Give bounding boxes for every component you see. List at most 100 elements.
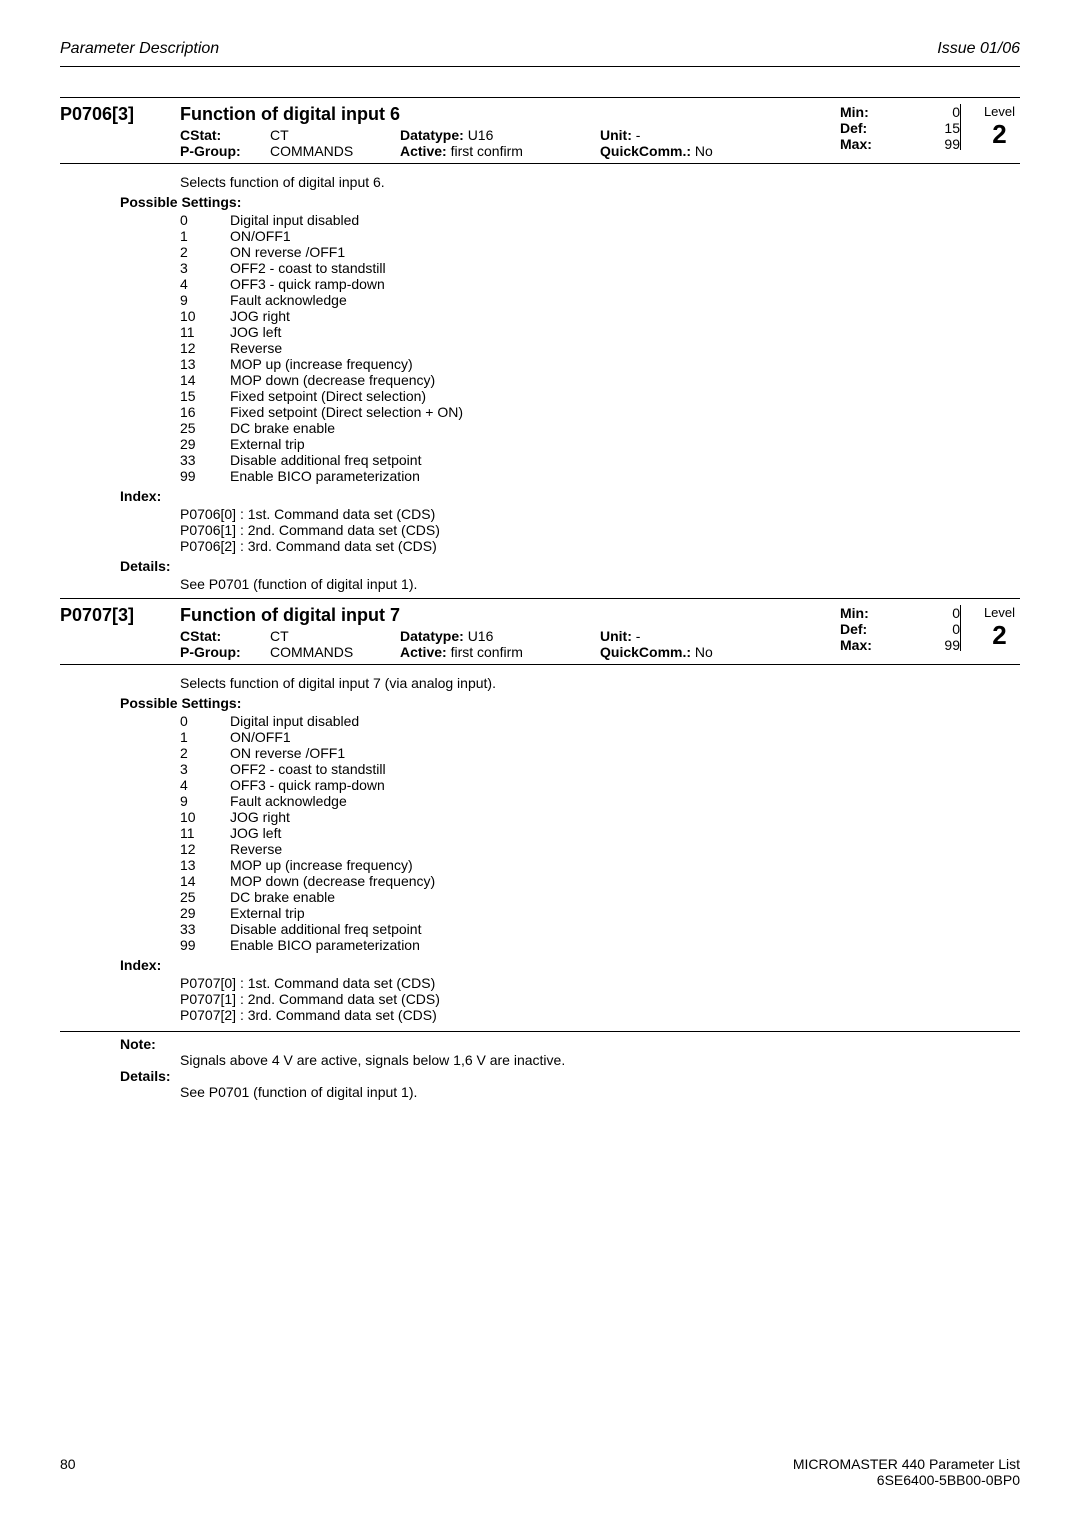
note-text: Signals above 4 V are active, signals be… [180, 1052, 1020, 1068]
setting-code: 14 [180, 873, 230, 889]
setting-row: 13MOP up (increase frequency) [180, 857, 1020, 873]
setting-row: 12Reverse [180, 841, 1020, 857]
setting-code: 29 [180, 905, 230, 921]
param-desc: Selects function of digital input 6. [180, 174, 1020, 190]
setting-desc: OFF3 - quick ramp-down [230, 276, 1020, 292]
setting-row: 15Fixed setpoint (Direct selection) [180, 388, 1020, 404]
setting-code: 0 [180, 212, 230, 228]
note-label: Note: [120, 1036, 1020, 1052]
index-row: P0706[2] : 3rd. Command data set (CDS) [180, 538, 1020, 554]
setting-desc: Enable BICO parameterization [230, 937, 1020, 953]
setting-row: 11JOG left [180, 825, 1020, 841]
setting-code: 1 [180, 729, 230, 745]
pgroup-value: COMMANDS [270, 143, 353, 159]
setting-row: 99Enable BICO parameterization [180, 468, 1020, 484]
active-value: first confirm [451, 644, 523, 660]
param-meta-row1: CStat: CT Datatype: U16 Unit: - [180, 628, 840, 644]
param-title: Function of digital input 7 [180, 605, 840, 626]
setting-row: 2ON reverse /OFF1 [180, 244, 1020, 260]
setting-code: 33 [180, 452, 230, 468]
datatype-value: U16 [468, 127, 494, 143]
param-meta-row1: CStat: CT Datatype: U16 Unit: - [180, 127, 840, 143]
details-text: See P0701 (function of digital input 1). [180, 1084, 1020, 1100]
min-value: 0 [952, 104, 960, 120]
active-value: first confirm [451, 143, 523, 159]
level-label: Level [979, 104, 1020, 119]
setting-row: 4OFF3 - quick ramp-down [180, 777, 1020, 793]
param-header: P0707[3] Function of digital input 7 CSt… [60, 598, 1020, 665]
setting-row: 14MOP down (decrease frequency) [180, 372, 1020, 388]
setting-row: 11JOG left [180, 324, 1020, 340]
setting-code: 16 [180, 404, 230, 420]
setting-desc: Fault acknowledge [230, 793, 1020, 809]
setting-code: 1 [180, 228, 230, 244]
pgroup-label: P-Group: [180, 143, 241, 159]
index-row: P0707[0] : 1st. Command data set (CDS) [180, 975, 1020, 991]
setting-code: 2 [180, 745, 230, 761]
setting-desc: DC brake enable [230, 889, 1020, 905]
setting-desc: MOP down (decrease frequency) [230, 873, 1020, 889]
unit-value: - [636, 127, 641, 143]
active-label: Active: [400, 644, 447, 660]
param-main: Function of digital input 6 CStat: CT Da… [180, 104, 840, 159]
param-main: Function of digital input 7 CStat: CT Da… [180, 605, 840, 660]
setting-row: 9Fault acknowledge [180, 292, 1020, 308]
setting-desc: Disable additional freq setpoint [230, 452, 1020, 468]
setting-row: 9Fault acknowledge [180, 793, 1020, 809]
param-desc: Selects function of digital input 7 (via… [180, 675, 1020, 691]
param-meta-row2: P-Group: COMMANDS Active: first confirm … [180, 143, 840, 159]
setting-desc: OFF3 - quick ramp-down [230, 777, 1020, 793]
active-label: Active: [400, 143, 447, 159]
param-id: P0707[3] [60, 605, 180, 626]
setting-row: 1ON/OFF1 [180, 729, 1020, 745]
setting-code: 10 [180, 809, 230, 825]
setting-row: 0Digital input disabled [180, 713, 1020, 729]
param-limits: Min:0 Def:0 Max:99 [840, 605, 960, 653]
setting-desc: JOG right [230, 809, 1020, 825]
datatype-label: Datatype: [400, 127, 464, 143]
setting-desc: External trip [230, 905, 1020, 921]
datatype-label: Datatype: [400, 628, 464, 644]
setting-code: 12 [180, 841, 230, 857]
max-label: Max: [840, 136, 872, 152]
footer-right: MICROMASTER 440 Parameter List 6SE6400-5… [793, 1456, 1020, 1488]
page-header: Parameter Description Issue 01/06 [60, 40, 1020, 58]
header-left: Parameter Description [60, 40, 219, 58]
setting-row: 29External trip [180, 436, 1020, 452]
setting-row: 2ON reverse /OFF1 [180, 745, 1020, 761]
setting-row: 14MOP down (decrease frequency) [180, 873, 1020, 889]
settings-list: 0Digital input disabled 1ON/OFF1 2ON rev… [180, 713, 1020, 953]
setting-row: 1ON/OFF1 [180, 228, 1020, 244]
datatype-value: U16 [468, 628, 494, 644]
setting-desc: ON/OFF1 [230, 729, 1020, 745]
setting-desc: JOG right [230, 308, 1020, 324]
setting-code: 99 [180, 937, 230, 953]
unit-value: - [636, 628, 641, 644]
settings-list: 0Digital input disabled 1ON/OFF1 2ON rev… [180, 212, 1020, 484]
cstat-value: CT [270, 628, 289, 644]
def-value: 0 [952, 621, 960, 637]
max-value: 99 [944, 637, 960, 653]
setting-code: 11 [180, 825, 230, 841]
index-list: P0706[0] : 1st. Command data set (CDS) P… [180, 506, 1020, 554]
min-label: Min: [840, 104, 869, 120]
setting-row: 3OFF2 - coast to standstill [180, 260, 1020, 276]
def-label: Def: [840, 621, 867, 637]
setting-row: 10JOG right [180, 308, 1020, 324]
cstat-label: CStat: [180, 127, 221, 143]
possible-settings-label: Possible Settings: [120, 695, 1020, 711]
setting-desc: Fault acknowledge [230, 292, 1020, 308]
setting-desc: JOG left [230, 324, 1020, 340]
setting-code: 25 [180, 889, 230, 905]
setting-code: 15 [180, 388, 230, 404]
quickcomm-label: QuickComm.: [600, 644, 691, 660]
setting-desc: MOP down (decrease frequency) [230, 372, 1020, 388]
setting-code: 29 [180, 436, 230, 452]
unit-label: Unit: [600, 127, 632, 143]
param-body: Selects function of digital input 7 (via… [60, 665, 1020, 1029]
setting-desc: Fixed setpoint (Direct selection) [230, 388, 1020, 404]
setting-code: 0 [180, 713, 230, 729]
setting-code: 10 [180, 308, 230, 324]
setting-desc: Digital input disabled [230, 212, 1020, 228]
setting-code: 4 [180, 276, 230, 292]
